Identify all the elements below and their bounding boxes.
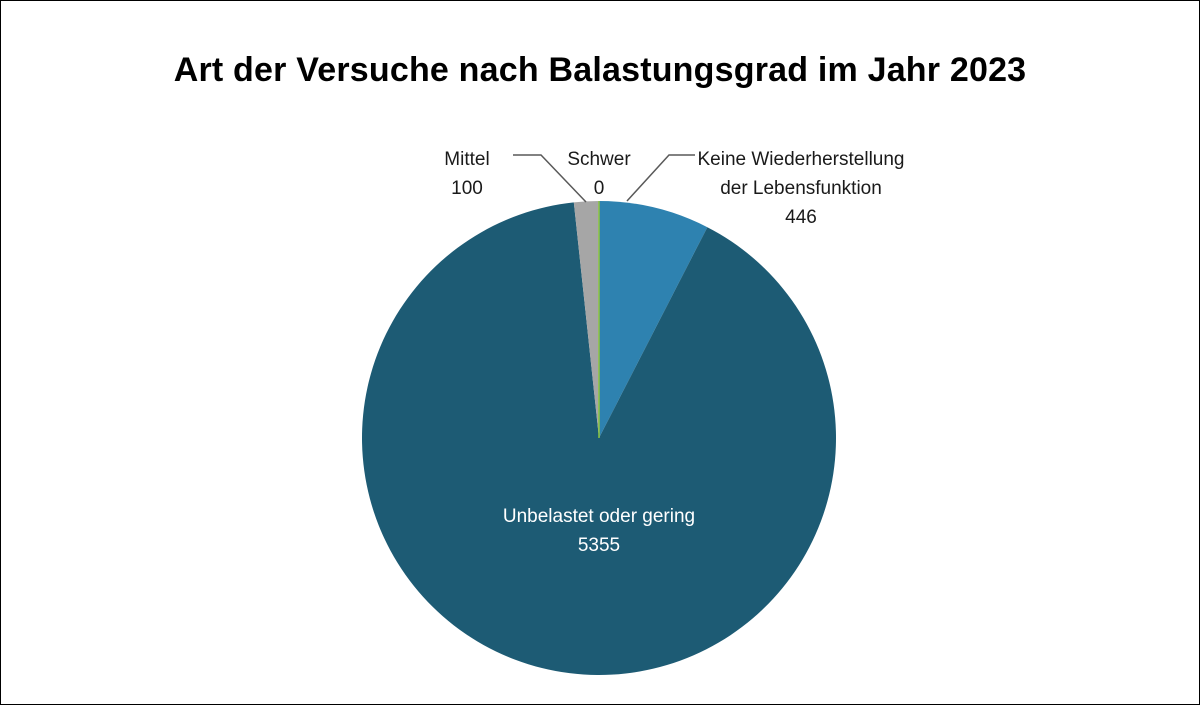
pie-slice-mittel xyxy=(573,201,599,438)
data-label-keine-wiederherstellung-der-lebensfunktion: Keine Wiederherstellung der Lebensfunktio… xyxy=(697,149,904,228)
data-labels: Keine Wiederherstellung der Lebensfunktio… xyxy=(444,149,904,556)
data-label-text: Unbelastet oder gering xyxy=(503,506,695,527)
data-label-text: Keine Wiederherstellung xyxy=(697,149,904,170)
pie-slices xyxy=(361,201,836,675)
data-label-value: 0 xyxy=(594,178,605,199)
chart-title: Art der Versuche nach Balastungsgrad im … xyxy=(173,51,1027,89)
leader-line-keine-wiederherstellung-der-lebensfunktion xyxy=(626,154,695,202)
data-label-text: Schwer xyxy=(567,149,631,170)
leader-line-mittel xyxy=(513,154,587,203)
data-label-schwer: Schwer 0 xyxy=(567,149,631,199)
data-label-unbelastet-oder-gering: Unbelastet oder gering 5355 xyxy=(503,506,695,556)
data-label-mittel: Mittel 100 xyxy=(444,149,489,199)
data-label-text: Mittel xyxy=(444,149,489,170)
data-label-value: 5355 xyxy=(578,535,620,556)
data-label-text: der Lebensfunktion xyxy=(720,178,882,199)
data-label-value: 100 xyxy=(451,178,483,199)
leader-lines xyxy=(513,154,695,203)
data-label-value: 446 xyxy=(785,207,817,228)
pie-slice-unbelastet-oder-gering xyxy=(361,202,836,675)
pie-slice-keine-wiederherstellung-der-lebensfunktion xyxy=(599,201,708,438)
